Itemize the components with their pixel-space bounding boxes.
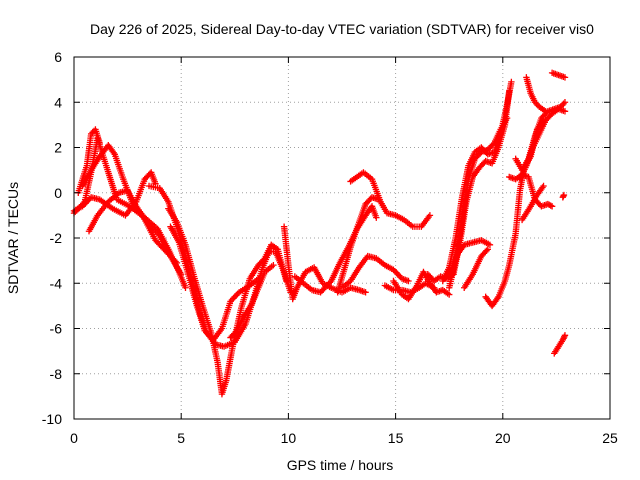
series-track-30 [551,332,569,357]
data-point-marker [542,108,549,115]
data-point-marker [560,191,568,199]
data-point-marker [561,74,569,81]
data-point-marker [260,256,267,263]
data-point-marker [486,241,494,248]
series-track-7 [165,205,290,398]
chart-title: Day 226 of 2025, Sidereal Day-to-day VTE… [90,21,594,37]
series-track-31 [559,191,568,201]
series-track-16 [390,268,453,303]
series-track-13 [338,252,412,291]
series-track-22 [461,246,491,291]
x-tick-label: 0 [70,430,78,446]
y-tick-label: 0 [54,185,62,201]
data-point-marker [508,78,515,86]
series-track-5 [79,142,181,267]
data-point-marker [506,87,513,95]
series-track-8 [167,223,262,344]
series-track-18 [439,78,515,285]
x-tick-label: 25 [602,430,618,446]
series-track-11 [291,203,380,296]
x-tick-label: 5 [177,430,185,446]
y-tick-label: 4 [54,94,62,110]
series-track-9 [227,261,277,341]
series-track-29 [548,69,569,81]
series-track-28 [523,74,549,115]
data-point-marker [561,108,569,115]
data-point-marker [426,212,434,219]
data-points [70,69,569,398]
data-point-marker [172,258,179,265]
data-point-marker [373,214,380,221]
data-point-marker [446,291,453,298]
data-point-marker [232,328,239,336]
series-track-21 [441,237,494,282]
data-point-marker [489,141,497,148]
data-point-marker [173,259,181,267]
y-tick-label: 6 [54,49,62,65]
data-point-marker [547,202,554,209]
data-point-marker [484,246,491,253]
data-point-marker [178,271,185,278]
y-tick-label: -10 [42,411,62,427]
data-point-marker [182,284,189,291]
data-point-marker [96,139,103,147]
data-point-marker [405,277,412,285]
data-point-marker [561,99,569,106]
x-tick-label: 10 [281,430,297,446]
data-point-marker [270,261,277,269]
data-point-marker [540,182,547,190]
data-point-marker [362,289,369,296]
y-tick-label: -4 [50,275,63,291]
data-point-marker [483,247,490,254]
axis-ticks: 0 5 10 15 20 25 -10 -8 -6 -4 -2 0 2 4 6 [42,49,618,446]
y-tick-label: -8 [50,366,63,382]
data-point-marker [326,279,334,286]
x-tick-label: 15 [388,430,404,446]
y-tick-label: -2 [50,230,63,246]
data-point-marker [561,332,569,339]
data-point-marker [283,277,290,285]
x-tick-label: 20 [495,430,511,446]
data-point-marker [548,203,556,210]
series-track-27 [516,105,569,183]
y-axis-label: SDTVAR / TECUs [5,182,21,294]
y-tick-label: 2 [54,140,62,156]
y-tick-label: -6 [50,321,63,337]
series-track-20 [450,87,513,278]
series-track-14 [347,169,434,230]
x-axis-label: GPS time / hours [287,457,394,473]
